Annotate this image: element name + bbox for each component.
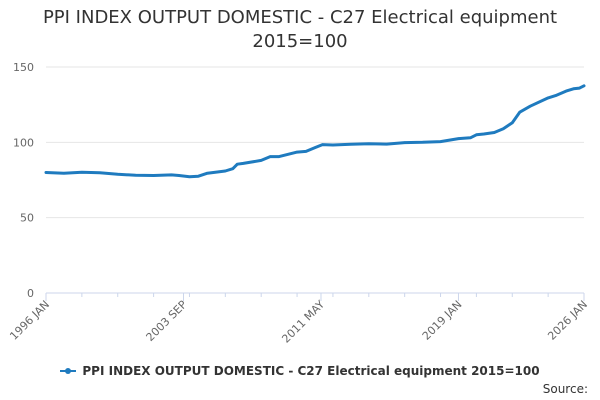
data-point bbox=[572, 87, 575, 91]
data-point bbox=[197, 175, 200, 178]
data-point bbox=[170, 173, 173, 177]
data-point bbox=[321, 143, 324, 146]
data-point bbox=[62, 172, 66, 175]
x-tick-label: 2003 SEP bbox=[144, 298, 190, 344]
data-point bbox=[260, 159, 263, 162]
data-point bbox=[582, 84, 586, 88]
data-point bbox=[44, 171, 48, 174]
source-credit: Source: bbox=[542, 382, 588, 396]
data-point bbox=[475, 133, 478, 136]
series-line-0 bbox=[44, 84, 586, 179]
data-point bbox=[511, 121, 514, 124]
x-tick-label: 2026 JAN bbox=[545, 298, 590, 343]
data-point bbox=[546, 96, 550, 100]
data-point bbox=[457, 137, 460, 140]
data-point bbox=[554, 94, 557, 97]
data-point bbox=[188, 175, 191, 178]
series-layer bbox=[44, 84, 586, 179]
legend-dot bbox=[65, 368, 72, 374]
y-tick-label: 100 bbox=[13, 136, 34, 149]
legend-label[interactable]: PPI INDEX OUTPUT DOMESTIC - C27 Electric… bbox=[82, 364, 540, 378]
data-point bbox=[277, 155, 281, 158]
legend-swatch bbox=[60, 365, 77, 377]
data-point bbox=[564, 89, 568, 93]
gridlines bbox=[46, 66, 584, 219]
legend[interactable]: PPI INDEX OUTPUT DOMESTIC - C27 Electric… bbox=[0, 364, 600, 378]
data-point bbox=[482, 132, 486, 136]
data-point bbox=[98, 171, 102, 174]
data-point bbox=[269, 155, 272, 158]
y-tick-label: 50 bbox=[20, 212, 34, 225]
data-point bbox=[367, 142, 370, 145]
chart-title-line-2: 2015=100 bbox=[252, 31, 348, 52]
data-point bbox=[493, 131, 496, 134]
data-point bbox=[134, 174, 137, 177]
y-tick-label: 150 bbox=[13, 61, 34, 74]
x-tick-label: 2011 MAY bbox=[279, 298, 327, 346]
data-point bbox=[385, 142, 388, 146]
data-point bbox=[231, 167, 234, 170]
y-tick-label: 0 bbox=[27, 287, 34, 300]
data-point bbox=[421, 141, 424, 144]
data-point bbox=[304, 150, 308, 153]
data-point bbox=[578, 86, 581, 90]
data-point bbox=[206, 172, 209, 175]
data-point bbox=[152, 174, 155, 177]
data-point bbox=[331, 143, 335, 147]
data-point bbox=[295, 150, 299, 154]
data-point bbox=[469, 136, 472, 139]
data-point bbox=[313, 146, 317, 149]
x-tick-label: 1996 JAN bbox=[7, 298, 52, 343]
data-point bbox=[439, 140, 442, 143]
data-point bbox=[529, 105, 532, 108]
data-point bbox=[518, 111, 521, 114]
data-point bbox=[242, 162, 245, 165]
tick-labels: 0 50 100 150 1996 JAN 2003 SEP 2011 MAY 2019 JA… bbox=[7, 61, 590, 346]
chart-title-line-1: PPI INDEX OUTPUT DOMESTIC - C27 Electric… bbox=[42, 7, 558, 28]
data-point bbox=[403, 141, 406, 144]
data-point bbox=[116, 173, 119, 176]
data-point bbox=[224, 169, 227, 173]
data-point bbox=[349, 143, 353, 146]
data-point bbox=[80, 171, 84, 174]
data-point bbox=[177, 174, 181, 177]
data-point bbox=[502, 127, 505, 130]
chart-title: PPI INDEX OUTPUT DOMESTIC - C27 Electric… bbox=[0, 6, 600, 54]
data-point bbox=[236, 163, 239, 166]
x-tick-label: 2019 JAN bbox=[420, 298, 465, 343]
axes bbox=[45, 292, 585, 301]
